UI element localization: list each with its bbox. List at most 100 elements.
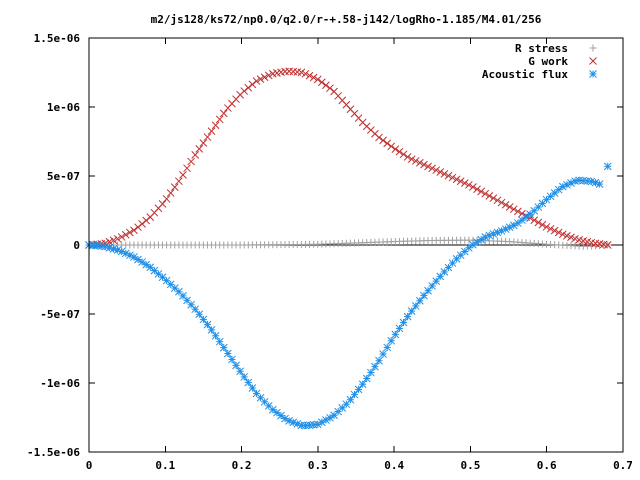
data-point (346, 395, 355, 404)
data-point (179, 170, 187, 179)
data-point (105, 237, 114, 246)
data-point (268, 405, 277, 414)
data-point (563, 231, 571, 240)
data-point (219, 109, 228, 118)
legend-label: G work (528, 55, 568, 68)
data-point (399, 150, 408, 159)
data-point (424, 162, 432, 171)
data-point (236, 367, 244, 376)
data-point (436, 272, 445, 281)
data-point (436, 168, 445, 176)
data-point (273, 408, 281, 417)
data-point (415, 158, 424, 167)
data-point (244, 378, 253, 387)
plot-series (85, 67, 623, 430)
data-point (224, 349, 232, 358)
data-point (481, 189, 490, 198)
data-point (154, 270, 163, 278)
data-point (420, 291, 428, 300)
data-point (530, 216, 539, 225)
data-point (456, 177, 465, 186)
data-point (301, 69, 310, 78)
data-point (158, 199, 167, 208)
data-point (322, 81, 330, 90)
data-point (603, 162, 612, 171)
data-point (514, 207, 522, 216)
data-point (334, 407, 343, 416)
data-point (452, 175, 461, 184)
data-point (183, 164, 191, 173)
data-point (448, 173, 457, 182)
series-g-work (85, 67, 612, 249)
data-point (375, 133, 383, 142)
data-point (309, 73, 318, 82)
data-point (514, 219, 522, 227)
series-r-stress (85, 236, 612, 250)
data-point (207, 326, 216, 334)
y-tick-label: -1e-06 (40, 377, 80, 390)
x-tick-label: 0 (86, 459, 93, 472)
data-point (195, 145, 204, 153)
chart-title: m2/js128/ks72/np0.0/q2.0/r-+.58-j142/log… (151, 13, 542, 26)
data-point (362, 374, 371, 383)
data-point (567, 233, 575, 242)
data-point (354, 385, 363, 394)
y-tick-label: 1e-06 (47, 101, 80, 114)
data-point (313, 75, 322, 84)
data-point (428, 164, 436, 173)
data-point (240, 373, 249, 381)
x-tick-label: 0.6 (537, 459, 557, 472)
data-point (428, 282, 436, 290)
data-point (558, 230, 567, 239)
data-point (485, 192, 494, 200)
data-point (469, 183, 477, 191)
legend-marker (589, 70, 597, 78)
data-point (379, 350, 387, 358)
data-point (175, 177, 183, 186)
data-point (391, 145, 400, 154)
data-point (518, 216, 526, 224)
data-point (542, 195, 551, 204)
data-point (191, 305, 200, 314)
data-point (440, 170, 449, 178)
x-axis: 0 0.1 0.2 0.3 0.4 0.5 0.6 0.7 (86, 38, 633, 472)
data-point (432, 166, 441, 175)
data-point (550, 189, 559, 197)
data-point (199, 139, 208, 147)
data-point (444, 171, 453, 180)
data-point (207, 127, 216, 135)
data-point (203, 320, 212, 329)
data-point (309, 420, 318, 429)
y-tick-label: 5e-07 (47, 170, 80, 183)
y-tick-label: -1.5e-06 (27, 446, 80, 459)
data-point (130, 226, 138, 235)
data-point (395, 324, 404, 333)
data-point (420, 160, 428, 169)
data-point (375, 356, 383, 365)
data-point (170, 183, 179, 191)
y-tick-label: 1.5e-06 (34, 32, 81, 45)
x-tick-label: 0.4 (384, 459, 404, 472)
data-point (477, 187, 485, 196)
y-axis: -1.5e-06 -1e-06 -5e-07 0 5e-07 1e-06 1.5e-06 (27, 32, 623, 459)
data-point (550, 226, 559, 235)
data-point (146, 263, 155, 272)
data-point (195, 310, 204, 319)
data-point (497, 198, 506, 207)
x-tick-label: 0.7 (613, 459, 633, 472)
data-point (297, 68, 306, 77)
plot-frame (88, 37, 624, 453)
data-point (546, 192, 555, 201)
data-point (317, 78, 326, 87)
data-point (387, 142, 396, 151)
data-point (125, 228, 134, 237)
data-point (403, 153, 412, 161)
data-point (252, 77, 261, 85)
legend-label: Acoustic flux (482, 68, 568, 81)
legend-marker (589, 44, 597, 52)
legend-label: R stress (515, 42, 568, 55)
data-point (542, 223, 551, 231)
data-point (350, 390, 359, 399)
data-point (211, 121, 220, 130)
